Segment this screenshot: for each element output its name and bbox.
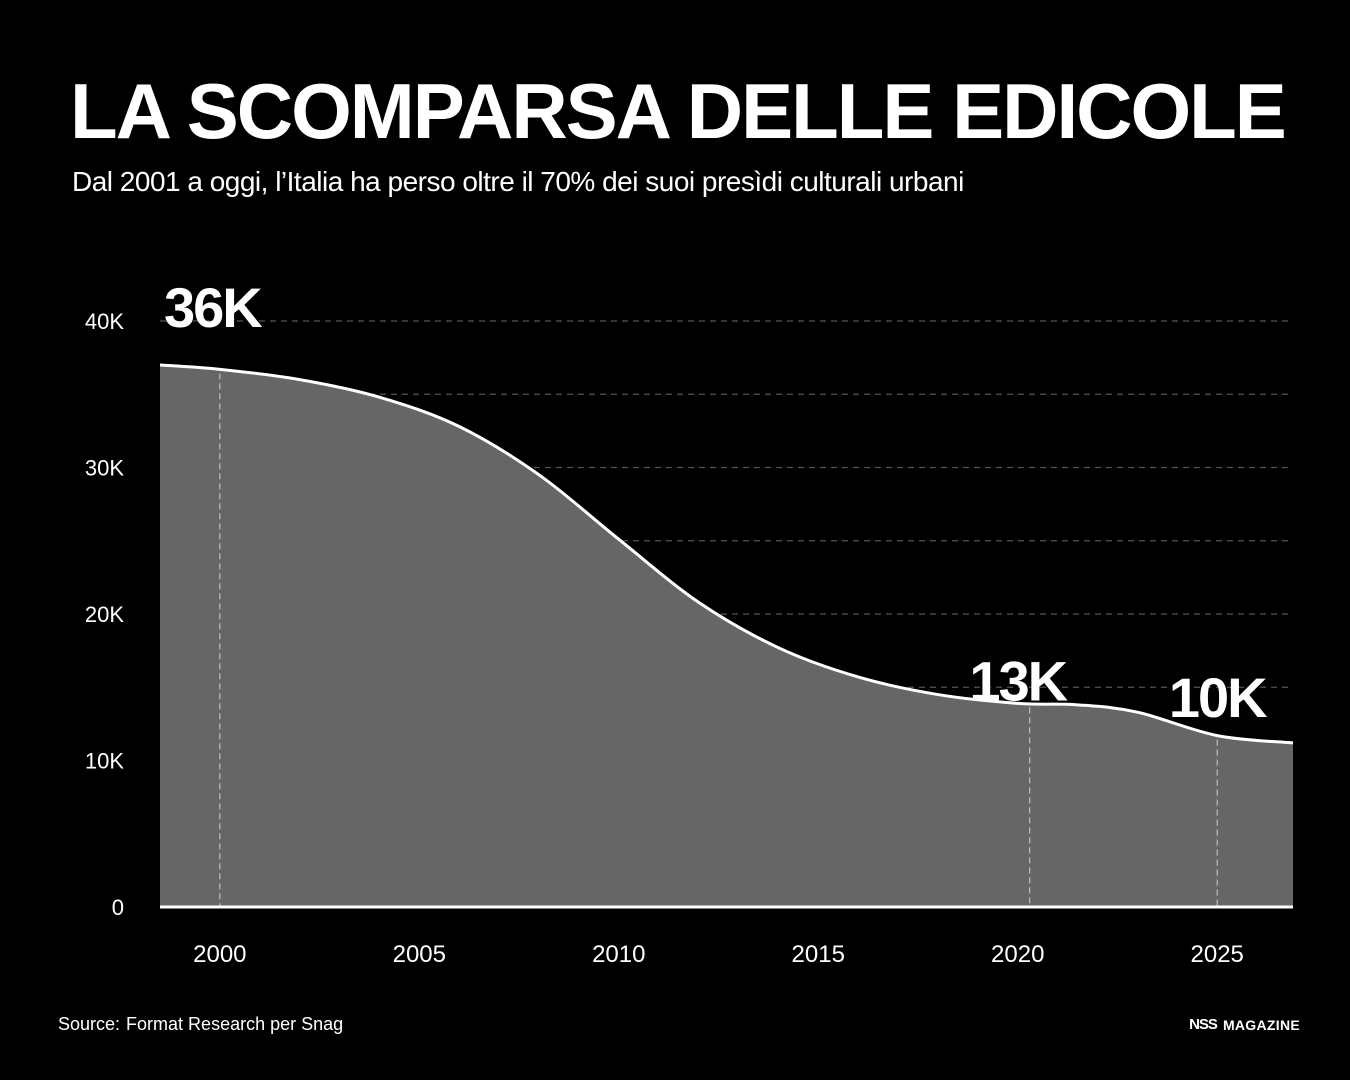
source-label: Source: [58,1014,121,1034]
source-text: Format Research per Snag [126,1014,344,1034]
y-tick-label: 0 [112,895,124,920]
brand-text: MAGAZINE [1222,1016,1300,1033]
x-tick-label: 2020 [991,941,1044,968]
y-tick-label: 10K [85,749,124,774]
source-note: Source: Format Research per Snag [58,1014,349,1035]
annotation-label: 13K [969,650,1067,713]
area-fill [160,364,1293,907]
x-tick-label: 2000 [193,941,246,968]
chart-subtitle: Dal 2001 a oggi, l’Italia ha perso oltre… [72,166,964,197]
annotation-label: 10K [1169,666,1267,729]
y-tick-label: 20K [85,602,124,627]
brand-mark-icon: NSS [1189,1016,1218,1033]
y-tick-label: 40K [85,309,124,334]
x-tick-label: 2010 [592,941,645,968]
annotation-label: 36K [164,276,262,339]
y-tick-label: 30K [85,456,124,481]
brand-logo: NSS MAGAZINE [1189,1016,1300,1033]
x-tick-label: 2005 [393,941,446,968]
x-tick-label: 2025 [1191,941,1244,968]
series-line [159,363,1294,745]
chart-title: LA SCOMPARSA DELLE EDICOLE [70,67,1287,155]
x-tick-label: 2015 [792,941,845,968]
